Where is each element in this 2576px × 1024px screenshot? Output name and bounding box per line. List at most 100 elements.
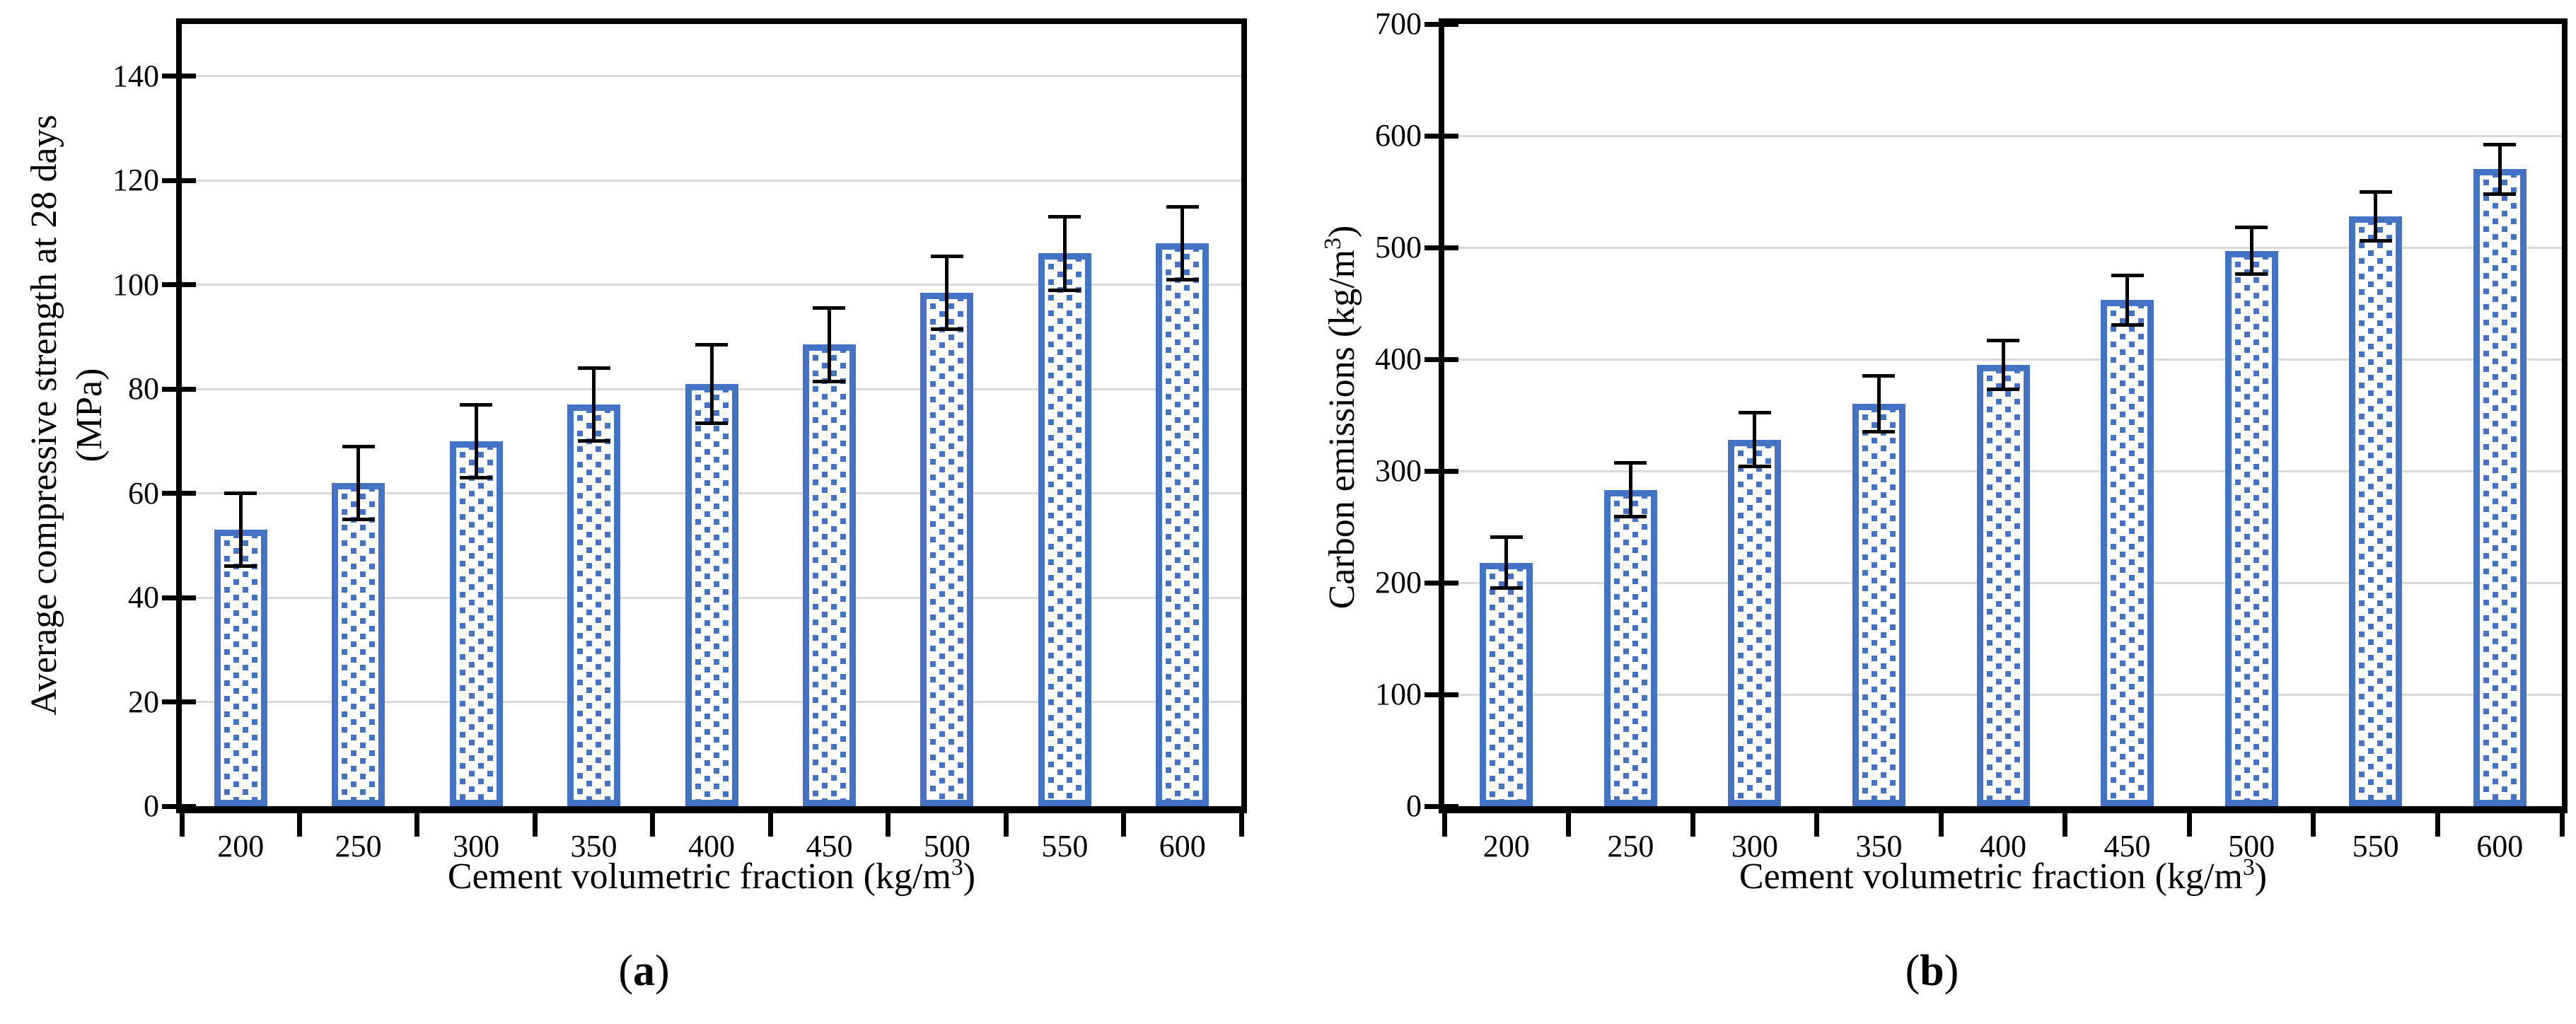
bar	[1480, 562, 1533, 806]
x-axis-tick	[414, 813, 420, 837]
plot-area-a: 0 20 40 60 80 100 120 140 200 250 300 350 400 450 500 5…	[112, 18, 1247, 863]
y-axis-tick	[162, 803, 196, 809]
x-axis-title-a-close: )	[963, 856, 976, 897]
error-bar-line	[1180, 206, 1185, 280]
x-axis-title-a-superscript: 3	[951, 854, 963, 881]
bar	[920, 292, 974, 806]
bar	[1976, 364, 2030, 806]
x-axis-tick	[1441, 813, 1447, 837]
y-axis-tick	[1425, 803, 1458, 809]
x-tick-label: 600	[2476, 829, 2524, 863]
error-bar-cap-bottom	[1614, 515, 1647, 519]
error-bar-cap-top	[342, 444, 375, 448]
bar	[2349, 216, 2403, 806]
error-bar-line	[709, 344, 714, 424]
bar	[2473, 169, 2526, 806]
error-bar-cap-bottom	[224, 564, 257, 569]
y-axis-tick	[162, 386, 196, 392]
x-axis-tick	[2311, 813, 2316, 837]
error-bar-cap-bottom	[1166, 277, 1199, 281]
error-bar-cap-bottom	[1490, 586, 1523, 590]
panel-a: Average compressive strength at 28 days …	[0, 0, 1288, 997]
error-bar-cap-top	[1048, 215, 1081, 219]
x-tick-label: 200	[1483, 829, 1530, 863]
x-axis-tick	[2062, 813, 2068, 837]
y-axis-tick	[162, 74, 196, 79]
gridline	[182, 179, 1241, 182]
error-bar-line	[2001, 340, 2005, 390]
panel-b: Carbon emissions (kg/m3) 0 100 200 300 400 50…	[1288, 0, 2576, 1024]
x-tick-label: 250	[335, 829, 382, 863]
error-bar-cap-bottom	[695, 421, 728, 425]
x-axis-tick	[1003, 813, 1009, 837]
panel-label-a-open-paren: (	[618, 947, 633, 995]
y-tick-label: 0	[144, 789, 159, 823]
bar	[332, 482, 385, 806]
x-axis-title-a-text: Cement volumetric fraction (kg/m	[447, 856, 951, 897]
bar	[449, 441, 503, 806]
error-bar-line	[2125, 275, 2130, 325]
gridline	[182, 75, 1241, 78]
y-axis-title-a: Average compressive strength at 28 days …	[22, 0, 112, 839]
panel-label-a-close-paren: )	[655, 947, 670, 995]
x-tick-label: 300	[453, 829, 500, 863]
error-bar-cap-top	[1166, 204, 1199, 209]
y-axis-tick	[1425, 468, 1458, 474]
y-tick-label: 100	[1375, 677, 1422, 711]
gridline	[1444, 134, 2562, 137]
bar	[2101, 300, 2154, 806]
y-axis-tick	[162, 491, 196, 496]
error-bar-cap-bottom	[930, 327, 963, 331]
error-bar-line	[238, 493, 243, 566]
y-axis-tick	[162, 595, 196, 600]
panel-label-b: (b)	[1288, 945, 2576, 997]
x-axis-tick	[886, 813, 891, 837]
bar	[1852, 404, 1905, 806]
y-axis-tick	[1425, 133, 1458, 139]
y-axis-title-b-text: Carbon emissions (kg/m	[1322, 249, 1362, 610]
x-axis-tick	[1938, 813, 1944, 837]
error-bar-line	[2249, 227, 2253, 274]
y-tick-label: 20	[128, 684, 159, 719]
error-bar-cap-top	[2111, 274, 2144, 277]
error-bar-cap-top	[813, 306, 846, 310]
y-axis-title-b-superscript: 3	[1320, 238, 1347, 250]
error-bar-cap-top	[2483, 143, 2517, 147]
x-axis-title-b: Cement volumetric fraction (kg/m3)	[1439, 854, 2568, 904]
error-bar-line	[1628, 462, 1632, 517]
x-tick-label: 250	[1607, 829, 1654, 863]
error-bar-line	[827, 308, 831, 382]
y-tick-label: 400	[1375, 342, 1422, 376]
error-bar-cap-top	[2359, 190, 2392, 194]
bar	[2224, 250, 2278, 806]
error-bar-cap-top	[224, 491, 257, 496]
error-bar-line	[2497, 144, 2502, 194]
error-bar-cap-bottom	[813, 379, 846, 383]
plot-area-b: 0 100 200 300 400 500 600 700 200 250 300 350 400 450…	[1375, 6, 2568, 863]
y-axis-title-a-line1: Average compressive strength at 28 days	[24, 115, 64, 716]
y-tick-label: 0	[1406, 789, 1422, 823]
y-axis-tick	[1425, 356, 1458, 362]
x-tick-label: 600	[1159, 829, 1206, 863]
error-bar-cap-top	[1614, 461, 1647, 465]
y-tick-label: 80	[128, 371, 159, 407]
error-bar-cap-bottom	[460, 475, 493, 479]
error-bar-line	[356, 446, 361, 520]
y-tick-label: 60	[128, 475, 159, 511]
bar	[802, 344, 856, 806]
x-axis-title-b-superscript: 3	[2242, 854, 2255, 881]
panel-label-b-letter: b	[1920, 947, 1944, 995]
panel-label-a: (a)	[0, 945, 1288, 997]
y-tick-label: 40	[128, 580, 159, 615]
panel-label-b-open-paren: (	[1905, 947, 1920, 995]
x-axis-tick	[1121, 813, 1127, 837]
bar	[1728, 439, 1782, 806]
x-axis-tick	[296, 813, 302, 837]
y-axis-tick	[162, 178, 196, 183]
x-tick-label: 550	[1041, 829, 1089, 863]
bar	[1038, 253, 1091, 806]
gridline	[182, 284, 1241, 286]
x-axis-tick	[1814, 813, 1820, 837]
error-bar-cap-bottom	[1987, 388, 2019, 392]
x-tick-label: 500	[923, 829, 970, 863]
